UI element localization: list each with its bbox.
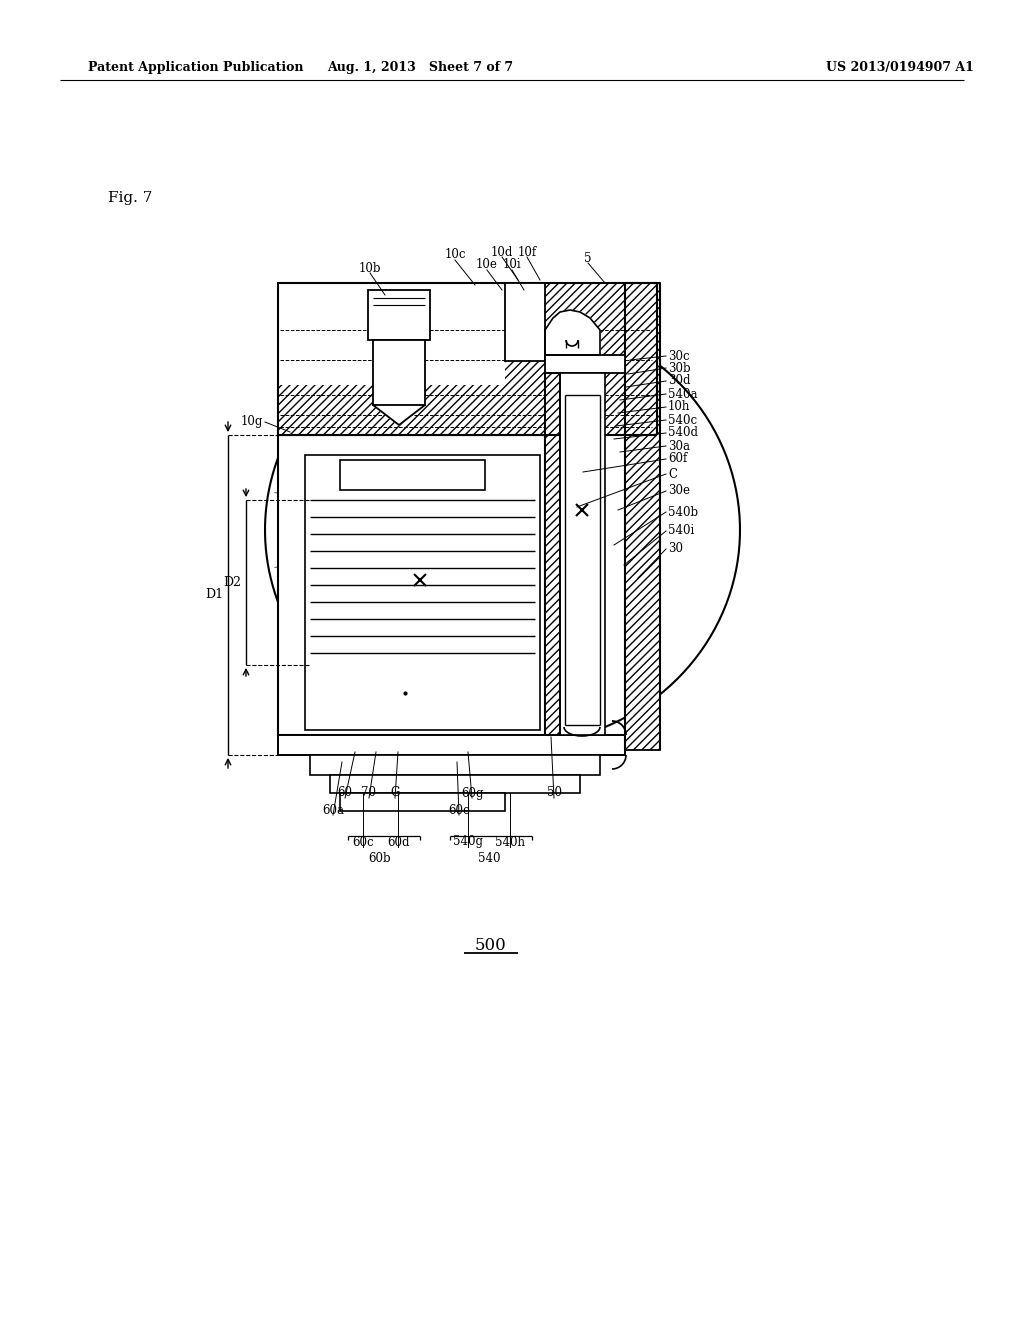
Bar <box>565 395 600 725</box>
Text: 540: 540 <box>478 851 501 865</box>
Text: 540g: 540g <box>453 836 483 849</box>
Text: 60g: 60g <box>461 787 483 800</box>
Text: 10h: 10h <box>668 400 690 413</box>
Bar <box>278 282 657 436</box>
Polygon shape <box>545 310 600 355</box>
Text: G: G <box>390 787 399 800</box>
Text: 540c: 540c <box>668 413 697 426</box>
Text: 5: 5 <box>585 252 592 264</box>
Text: Fig. 7: Fig. 7 <box>108 191 153 205</box>
Text: 30b: 30b <box>668 362 690 375</box>
Bar <box>560 374 605 735</box>
Text: 10i: 10i <box>503 259 521 272</box>
Bar <box>278 436 545 735</box>
Text: 60: 60 <box>338 787 352 800</box>
Text: 10d: 10d <box>490 246 513 259</box>
Text: 30d: 30d <box>668 375 690 388</box>
Text: Aug. 1, 2013   Sheet 7 of 7: Aug. 1, 2013 Sheet 7 of 7 <box>327 62 513 74</box>
Text: 30: 30 <box>668 543 683 556</box>
Text: 540i: 540i <box>668 524 694 537</box>
Text: 30e: 30e <box>668 484 690 498</box>
Text: 30a: 30a <box>668 440 690 453</box>
Bar <box>310 755 600 775</box>
Text: 10c: 10c <box>444 248 466 261</box>
Bar <box>373 341 425 405</box>
Text: C: C <box>668 467 677 480</box>
Text: 540h: 540h <box>495 836 525 849</box>
Text: 540a: 540a <box>668 388 697 400</box>
Text: D1: D1 <box>205 589 223 602</box>
Text: 60a: 60a <box>322 804 344 817</box>
Text: 60f: 60f <box>668 453 687 466</box>
Text: 60d: 60d <box>387 836 410 849</box>
Text: US 2013/0194907 A1: US 2013/0194907 A1 <box>826 62 974 74</box>
Bar <box>278 735 625 755</box>
Text: 540b: 540b <box>668 506 698 519</box>
Text: 70: 70 <box>361 787 377 800</box>
Bar <box>330 775 580 793</box>
Bar <box>340 459 485 490</box>
Text: 10e: 10e <box>476 259 498 272</box>
Text: 10g: 10g <box>241 416 263 429</box>
Bar <box>368 290 430 341</box>
Text: 10f: 10f <box>517 246 537 259</box>
Text: 50: 50 <box>547 787 561 800</box>
Bar <box>625 282 660 750</box>
Text: 60b: 60b <box>369 851 391 865</box>
Bar <box>505 282 545 360</box>
Text: D2: D2 <box>223 576 241 589</box>
Bar <box>305 455 540 730</box>
Bar <box>340 793 505 810</box>
Text: 60e: 60e <box>449 804 470 817</box>
Bar <box>545 374 560 735</box>
Text: 30c: 30c <box>668 350 689 363</box>
Text: 500: 500 <box>474 936 506 953</box>
Bar <box>278 282 505 385</box>
Text: Patent Application Publication: Patent Application Publication <box>88 62 303 74</box>
Text: 60c: 60c <box>352 836 374 849</box>
Text: 540d: 540d <box>668 426 698 440</box>
Bar <box>545 355 625 374</box>
Polygon shape <box>373 405 425 425</box>
Text: 10b: 10b <box>358 261 381 275</box>
